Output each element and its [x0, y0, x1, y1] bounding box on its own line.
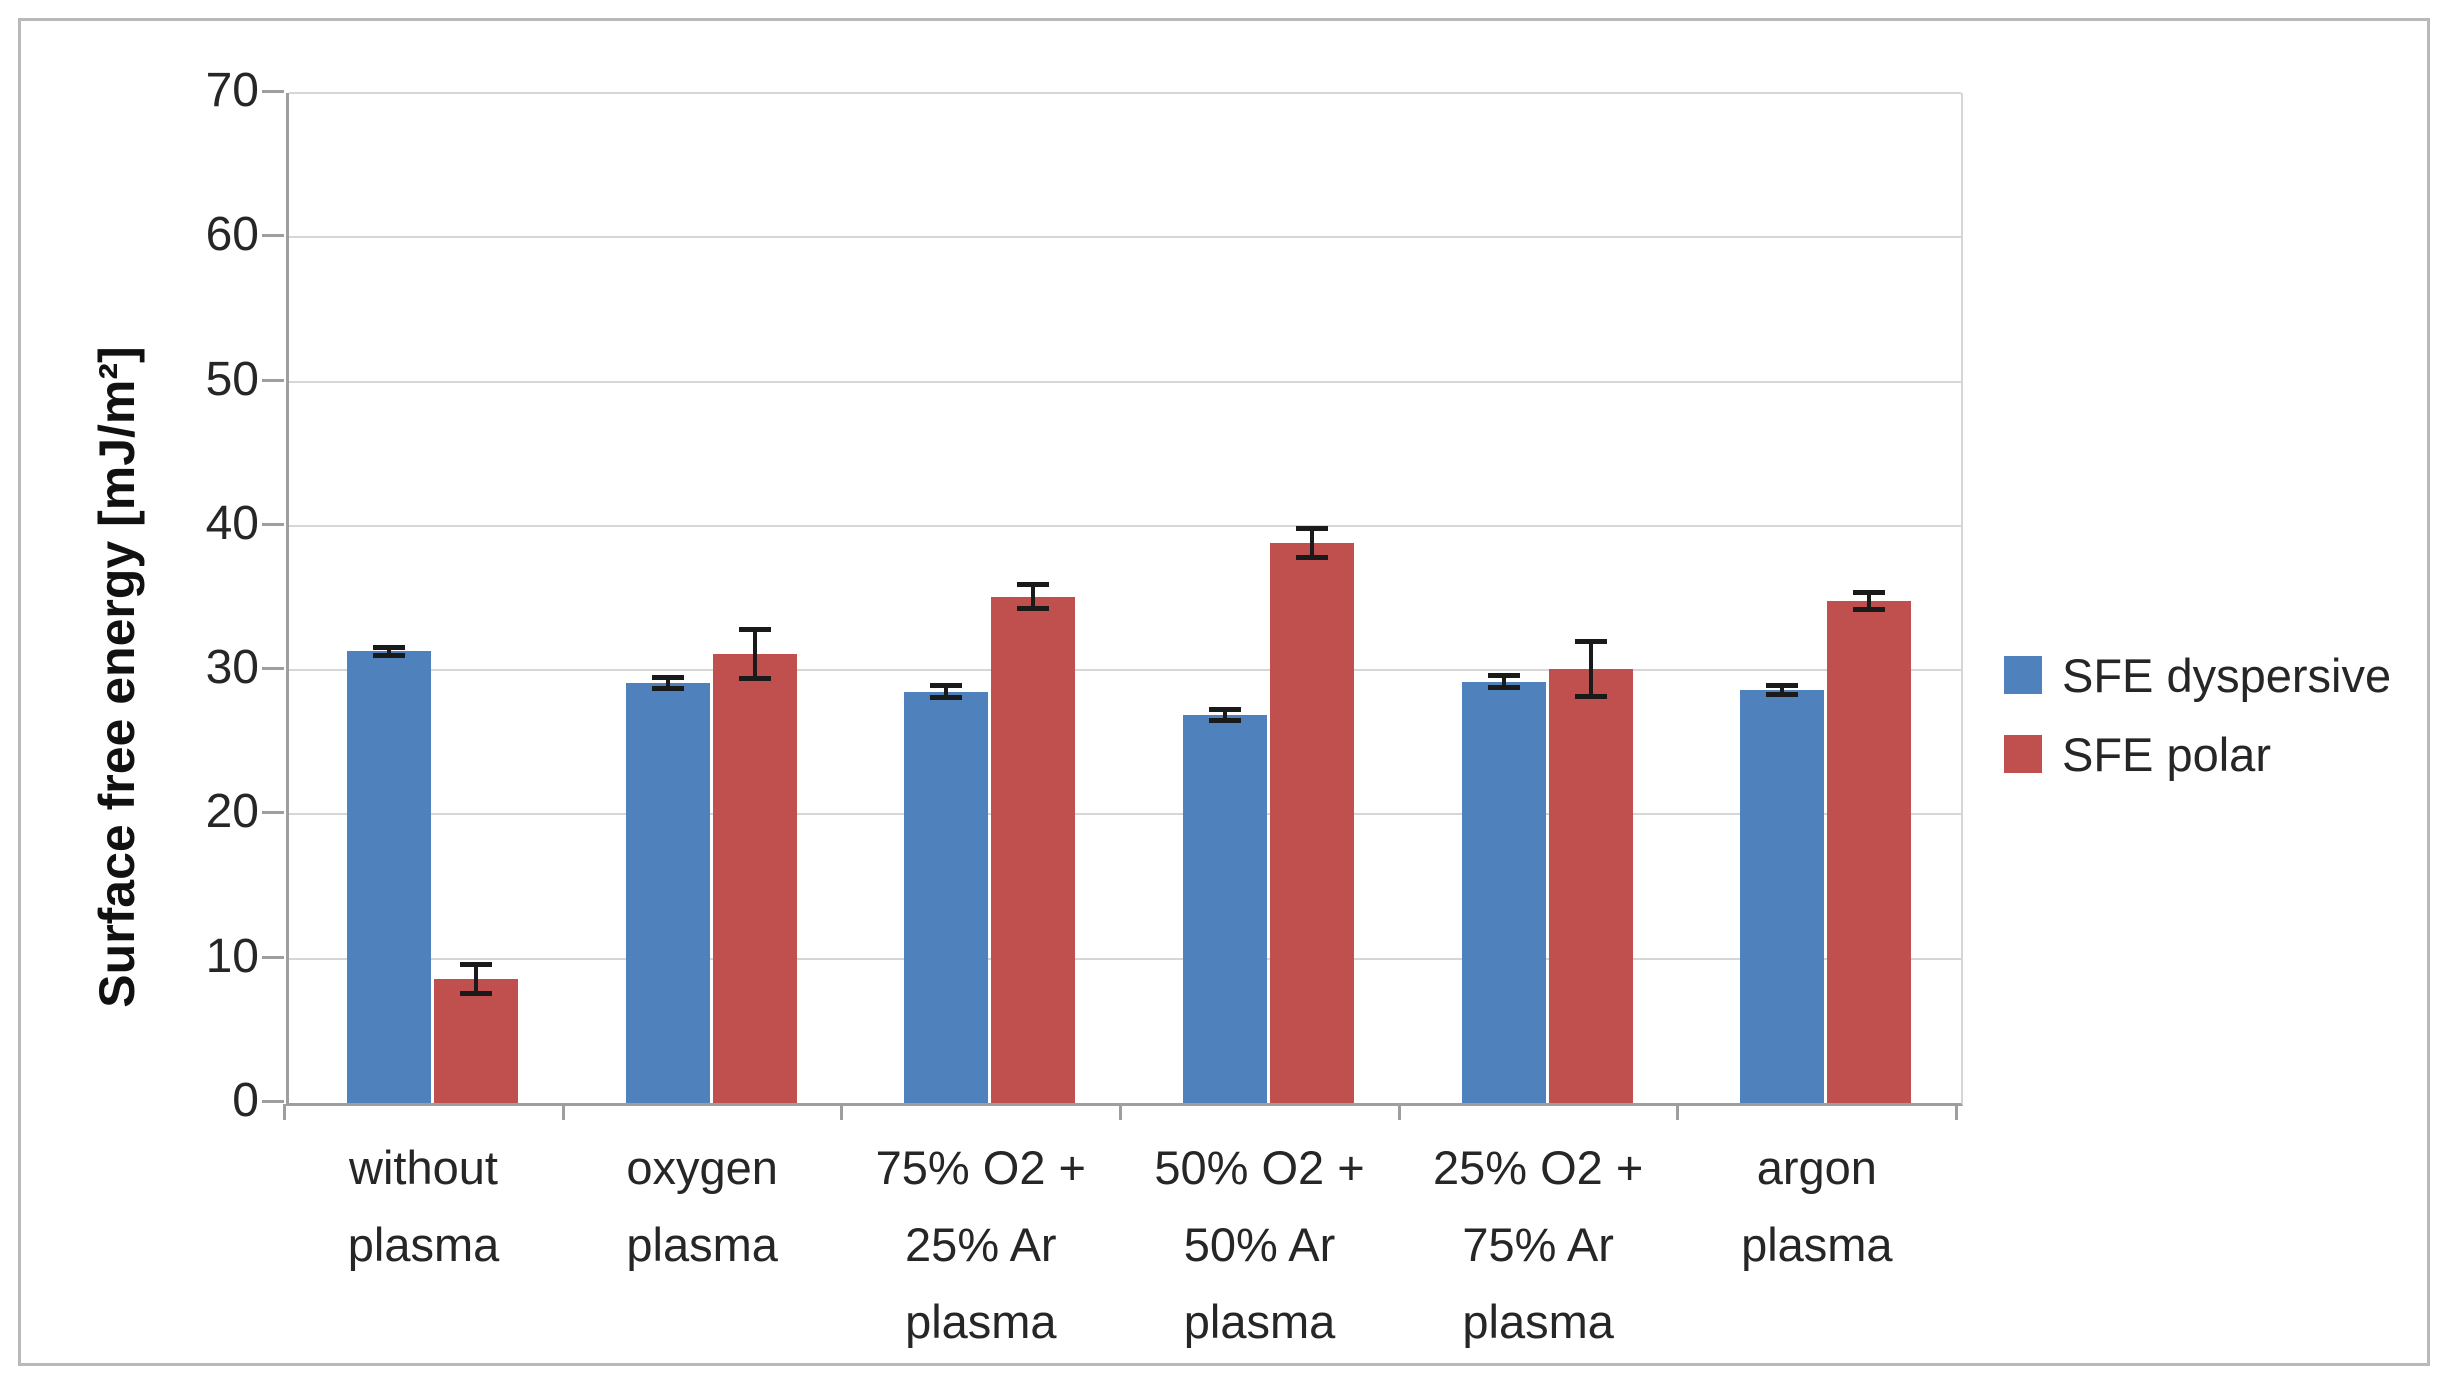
plot-area: [286, 92, 1963, 1106]
x-category-label-5: argon plasma: [1741, 1141, 1893, 1271]
legend-item-1: SFE polar: [2004, 727, 2391, 781]
gridline-20: [289, 813, 1961, 816]
error-bar-line: [1031, 586, 1036, 607]
x-category-label-0: without plasma: [347, 1141, 500, 1271]
x-category-label-4: 25% O2 + 75% Ar plasma: [1432, 1141, 1644, 1348]
gridline-10: [289, 957, 1961, 960]
x-tick-mark-4: [1397, 1104, 1401, 1120]
error-bar-cap-top: [1209, 706, 1241, 712]
y-tick-mark-70: [262, 90, 284, 93]
x-category-label-1: oxygen plasma: [626, 1141, 778, 1271]
error-bar-cap-bottom: [1487, 685, 1520, 690]
error-bar-cap-top: [373, 644, 405, 650]
error-bar-cap-top: [1574, 638, 1607, 644]
bar-sfe-dyspersive-2: [904, 691, 989, 1103]
bar-sfe-polar-4: [1548, 668, 1633, 1103]
bar-sfe-polar-0: [434, 978, 518, 1103]
error-bar-line: [387, 648, 391, 655]
error-bar-cap-top: [1017, 582, 1050, 588]
legend-label-1: SFE polar: [2062, 727, 2271, 781]
error-bar-line: [474, 965, 478, 992]
gridline-70: [289, 92, 1961, 94]
y-tick-label-0: 0: [232, 1074, 259, 1127]
error-bar-cap-bottom: [1853, 607, 1886, 613]
x-tick-mark-2: [840, 1104, 844, 1120]
error-bar-cap-bottom: [1296, 555, 1328, 561]
bar-sfe-dyspersive-1: [625, 683, 710, 1103]
bar-sfe-polar-3: [1270, 543, 1354, 1103]
y-tick-mark-20: [262, 811, 284, 815]
x-category-label-2: 75% O2 + 25% Ar plasma: [875, 1141, 1086, 1348]
x-tick-mark-5: [1676, 1104, 1680, 1120]
y-tick-mark-40: [262, 522, 284, 526]
legend-item-0: SFE dyspersive: [2004, 648, 2392, 702]
x-tick-mark-3: [1119, 1104, 1122, 1120]
y-tick-label-30: 30: [205, 641, 259, 695]
error-bar-cap-bottom: [738, 676, 771, 682]
y-tick-label-60: 60: [205, 208, 259, 262]
error-bar-line: [1588, 642, 1593, 695]
legend-swatch-sfe-polar: [2004, 735, 2042, 773]
legend-swatch-sfe-dyspersive: [2004, 656, 2042, 694]
error-bar-cap-top: [930, 683, 963, 689]
bar-sfe-polar-1: [712, 654, 797, 1103]
error-bar-cap-top: [1487, 673, 1520, 679]
bar-sfe-dyspersive-3: [1183, 714, 1267, 1103]
y-tick-label-20: 20: [205, 785, 259, 839]
error-bar-cap-bottom: [1209, 718, 1241, 724]
x-tick-mark-0: [283, 1104, 286, 1120]
error-bar-cap-top: [1296, 526, 1328, 532]
error-bar-cap-top: [651, 674, 684, 680]
error-bar-line: [665, 678, 670, 688]
error-bar-line: [944, 687, 949, 697]
x-tick-mark-6: [1955, 1104, 1958, 1120]
y-tick-label-10: 10: [205, 929, 259, 983]
legend: SFE dyspersive SFE polar: [2004, 649, 2391, 807]
error-bar-cap-bottom: [930, 695, 963, 701]
error-bar-cap-top: [1766, 683, 1799, 689]
error-bar-cap-bottom: [651, 686, 684, 692]
error-bar-cap-bottom: [1574, 693, 1607, 699]
gridline-60: [289, 236, 1961, 239]
error-bar-cap-top: [1853, 589, 1886, 595]
chart-frame: Surface free energy [mJ/m²] 0 10 20 30 40 50 6…: [18, 18, 2430, 1366]
bar-sfe-dyspersive-0: [347, 651, 431, 1103]
error-bar-line: [1780, 687, 1785, 694]
gridline-40: [289, 524, 1961, 527]
y-tick-label-50: 50: [205, 352, 259, 406]
legend-label-0: SFE dyspersive: [2062, 648, 2392, 702]
bar-sfe-polar-5: [1827, 600, 1912, 1103]
x-tick-mark-1: [561, 1104, 565, 1120]
error-bar-cap-bottom: [1017, 605, 1050, 611]
bar-sfe-dyspersive-5: [1740, 690, 1825, 1103]
error-bar-cap-top: [460, 961, 492, 967]
error-bar-line: [1310, 530, 1314, 557]
y-tick-mark-10: [262, 955, 284, 959]
gridline-50: [289, 380, 1961, 383]
error-bar-line: [752, 631, 757, 678]
error-bar-line: [1867, 593, 1872, 609]
error-bar-line: [1223, 710, 1227, 720]
y-tick-mark-50: [262, 378, 284, 382]
y-tick-mark-60: [262, 234, 284, 238]
error-bar-cap-bottom: [373, 653, 405, 659]
x-category-label-3: 50% O2 + 50% Ar plasma: [1154, 1141, 1365, 1348]
gridline-30: [289, 669, 1961, 672]
bar-sfe-polar-2: [991, 596, 1076, 1103]
y-tick-mark-0: [262, 1100, 284, 1103]
y-tick-mark-30: [262, 667, 284, 671]
y-tick-label-40: 40: [205, 496, 259, 550]
error-bar-cap-bottom: [1766, 692, 1799, 698]
error-bar-line: [1501, 677, 1506, 686]
bar-sfe-dyspersive-4: [1461, 681, 1546, 1103]
error-bar-cap-top: [738, 627, 771, 633]
y-tick-label-70: 70: [205, 64, 259, 117]
error-bar-cap-bottom: [460, 990, 492, 996]
